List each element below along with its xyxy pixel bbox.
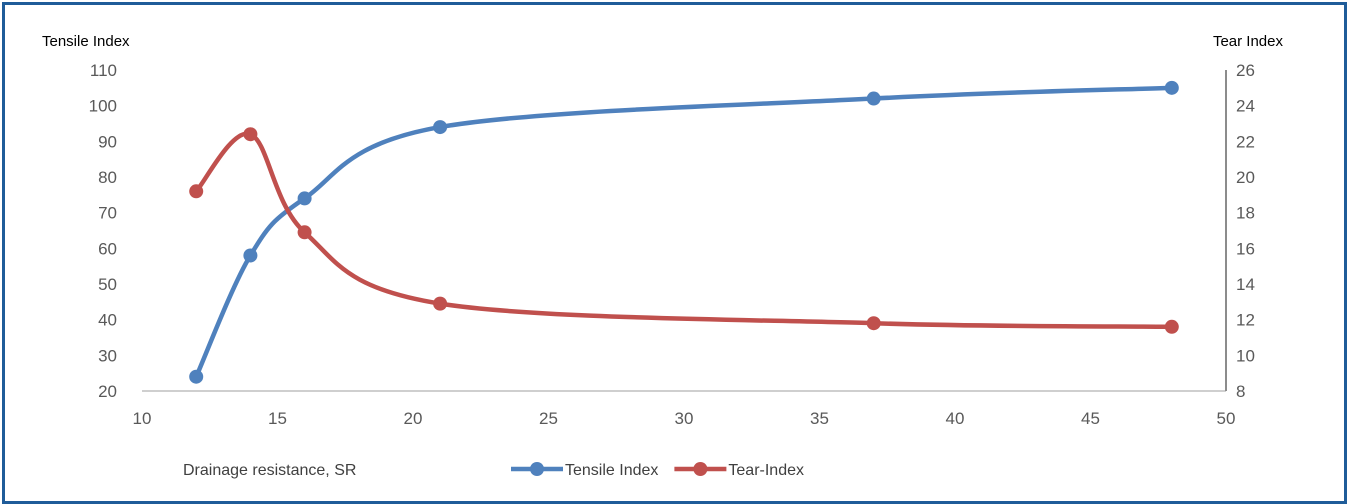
x-tick-label: 45 [1081,409,1100,428]
right-y-tick-label: 8 [1236,382,1245,401]
axes: 10 15 20 25 30 35 40 45 50 20 30 40 50 60 70 80 90 100 110… [89,61,1255,428]
tensile-index-point [189,369,204,384]
right-y-tick-label: 20 [1236,168,1255,187]
legend-item-tensile-index[interactable]: Tensile Index [511,462,658,479]
right-y-tick-label: 22 [1236,132,1255,151]
tear-index-point [189,184,204,199]
x-tick-label: 15 [268,409,287,428]
tear-index-point [433,296,448,311]
tensile-index-point [433,120,448,135]
left-y-tick-label: 80 [98,168,117,187]
x-tick-label: 50 [1217,409,1236,428]
tear-index-point [243,127,258,142]
tear-index-line [193,131,1175,330]
right-y-tick-label: 26 [1236,61,1255,80]
right-y-tick-label: 12 [1236,311,1255,330]
left-y-tick-label: 90 [98,132,117,151]
right-y-tick-label: 18 [1236,204,1255,223]
tensile-index-point [297,191,312,206]
left-y-tick-label: 70 [98,204,117,223]
plot-area [189,80,1179,384]
right-y-tick-label: 24 [1236,97,1255,116]
tear-index-point [297,225,312,240]
tensile-index-point [1164,80,1179,95]
x-tick-label: 10 [133,409,152,428]
tear-index-point [866,316,881,331]
tensile-index-point [243,248,258,263]
left-axis-title: Tensile Index [42,33,130,50]
x-tick-label: 35 [810,409,829,428]
x-tick-label: 25 [539,409,558,428]
legend-swatch-marker [693,462,708,476]
legend-label: Tear-Index [728,462,804,479]
left-y-tick-label: 40 [98,311,117,330]
legend-swatch-marker [530,462,544,476]
legend-label: Tensile Index [565,462,658,479]
right-y-tick-label: 14 [1236,275,1255,294]
x-tick-label: 30 [675,409,694,428]
left-y-tick-label: 100 [89,97,117,116]
left-y-tick-label: 110 [90,61,117,80]
left-y-tick-label: 30 [98,346,117,365]
left-y-tick-label: 50 [98,275,117,294]
tear-index-point [1164,319,1179,334]
legend-item-tear-index[interactable]: Tear-Index [674,462,804,479]
right-axis-title: Tear Index [1213,33,1284,50]
tensile-index-line [193,85,1175,379]
right-y-tick-label: 10 [1236,346,1255,365]
left-y-tick-label: 60 [98,239,117,258]
x-tick-label: 40 [946,409,965,428]
tensile-index-point [866,91,881,106]
right-y-tick-label: 16 [1236,239,1255,258]
x-tick-label: 20 [404,409,423,428]
left-y-tick-label: 20 [98,382,117,401]
x-axis-title: Drainage resistance, SR [183,462,356,479]
legend[interactable]: Tensile Index Tear-Index [511,462,804,479]
